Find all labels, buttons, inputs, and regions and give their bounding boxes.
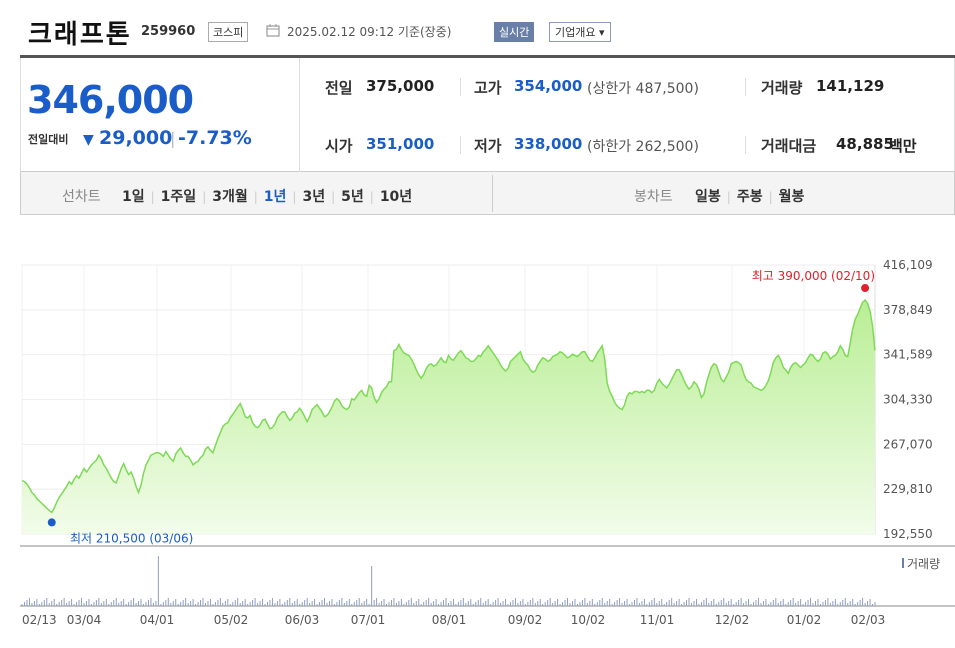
divider (745, 78, 746, 96)
change-value: 29,000 (99, 127, 173, 149)
divider (460, 136, 461, 154)
high-label: 고가 (474, 79, 502, 97)
range-option-0[interactable]: 1일 (122, 189, 145, 205)
x-tick-label: 04/01 (140, 613, 175, 627)
divider (492, 175, 493, 212)
option-separator: | (726, 190, 731, 204)
x-tick-label: 01/02 (787, 613, 822, 627)
range-option-6[interactable]: 10년 (379, 189, 413, 205)
calendar-icon (266, 24, 280, 37)
x-tick-label: 11/01 (640, 613, 675, 627)
prev-close-value: 375,000 (366, 77, 435, 95)
lower-limit: (하한가 262,500) (587, 139, 699, 155)
line-range-options: 1일 | 1주일 | 3개월 | 1년 | 3년 | 5년 | 10년 (122, 186, 412, 206)
high-annotation: 최고 390,000 (02/10) (752, 269, 875, 283)
low-annotation: 최저 210,500 (03/06) (70, 531, 193, 545)
option-separator: | (150, 190, 155, 204)
option-separator: | (768, 190, 773, 204)
x-tick-label: 10/02 (571, 613, 606, 627)
low-value: 338,000 (514, 135, 583, 153)
down-arrow-icon: ▼ (83, 132, 94, 148)
market-badge: 코스피 (208, 22, 249, 42)
y-tick-label: 416,109 (883, 258, 933, 272)
range-option-5[interactable]: 5년 (341, 189, 364, 205)
x-tick-label: 07/01 (351, 613, 386, 627)
option-separator: | (369, 190, 374, 204)
y-tick-label: 192,550 (883, 527, 933, 541)
stock-name: 크래프톤 (28, 20, 132, 50)
x-tick-label: 02/03 (851, 613, 886, 627)
x-tick-label: 03/04 (67, 613, 102, 627)
change-separator: | (170, 129, 176, 148)
upper-limit: (상한가 487,500) (587, 81, 699, 97)
change-percent: -7.73% (178, 127, 252, 149)
x-tick-label: 05/02 (214, 613, 249, 627)
open-value: 351,000 (366, 135, 435, 153)
realtime-button[interactable]: 실시간 (494, 22, 535, 42)
range-option-4[interactable]: 3년 (302, 189, 326, 205)
high-value: 354,000 (514, 77, 583, 95)
y-tick-label: 229,810 (883, 482, 933, 496)
trade-amount-unit: 백만 (889, 137, 917, 155)
option-separator: | (202, 190, 207, 204)
line-chart-label: 선차트 (62, 189, 101, 205)
volume-legend-swatch (902, 558, 904, 568)
volume-label: 거래량 (761, 79, 803, 97)
header-divider (20, 55, 955, 58)
low-label: 저가 (474, 137, 502, 155)
y-tick-label: 341,589 (883, 348, 933, 362)
candle-option-2[interactable]: 월봉 (778, 189, 805, 205)
divider (460, 78, 461, 96)
low-marker (47, 518, 56, 527)
x-tick-label: 09/02 (508, 613, 543, 627)
candle-chart-label: 봉차트 (634, 189, 673, 205)
x-tick-label: 06/03 (285, 613, 320, 627)
option-separator: | (253, 190, 258, 204)
candle-option-0[interactable]: 일봉 (695, 189, 721, 205)
range-option-2[interactable]: 3개월 (212, 189, 248, 205)
price-area (22, 300, 875, 534)
stock-code: 259960 (141, 24, 196, 39)
x-tick-label: 02/13 (22, 613, 57, 627)
volume-legend-label: 거래량 (907, 557, 940, 571)
current-price: 346,000 (27, 78, 194, 122)
x-tick-label: 08/01 (432, 613, 467, 627)
range-option-1[interactable]: 1주일 (160, 189, 197, 205)
high-marker (861, 284, 870, 293)
volume-value: 141,129 (816, 77, 885, 95)
trade-amount-value: 48,885 (836, 135, 894, 153)
open-label: 시가 (325, 137, 353, 155)
period-selector (20, 172, 955, 215)
option-separator: | (292, 190, 297, 204)
candle-range-options: 일봉 | 주봉 | 월봉 (695, 186, 804, 206)
price-line (21, 298, 876, 514)
x-tick-label: 12/02 (715, 613, 750, 627)
quote-timestamp: 2025.02.12 09:12 기준(장중) (287, 25, 452, 39)
y-tick-label: 267,070 (883, 437, 933, 451)
company-overview-button[interactable]: 기업개요 ▾ (549, 22, 611, 42)
divider (745, 136, 746, 154)
option-separator: | (331, 190, 336, 204)
trade-amount-label: 거래대금 (761, 137, 817, 155)
y-tick-label: 378,849 (883, 303, 933, 317)
change-label: 전일대비 (28, 133, 69, 146)
prev-close-label: 전일 (325, 79, 353, 97)
price-box (20, 58, 300, 172)
y-tick-label: 304,330 (883, 393, 933, 407)
price-chart: 416,109 378,849 341,589 304,330 267,070 229,8… (20, 258, 955, 627)
range-option-3[interactable]: 1년 (263, 189, 287, 205)
candle-option-1[interactable]: 주봉 (736, 189, 763, 205)
